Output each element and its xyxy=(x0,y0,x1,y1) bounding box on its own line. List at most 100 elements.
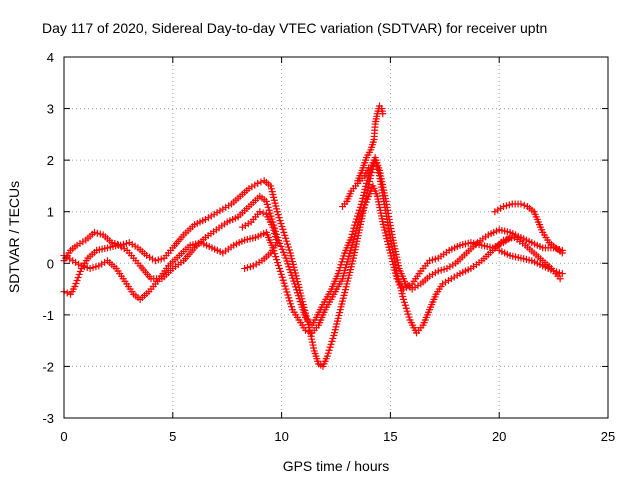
plus-marker xyxy=(273,256,281,264)
plus-marker xyxy=(375,169,383,177)
y-tick-label: 0 xyxy=(47,256,54,271)
plus-marker xyxy=(324,349,332,357)
plus-marker xyxy=(372,159,380,167)
plus-marker xyxy=(366,178,374,186)
plus-marker xyxy=(277,270,285,278)
series-2 xyxy=(60,182,514,337)
y-tick-label: 2 xyxy=(47,153,54,168)
series-6 xyxy=(491,200,566,257)
series-0 xyxy=(60,154,566,329)
series-7 xyxy=(495,246,566,278)
plus-marker xyxy=(281,251,289,259)
plus-marker xyxy=(520,201,528,209)
plot-frame xyxy=(63,56,609,419)
plus-marker xyxy=(325,346,333,354)
plus-marker xyxy=(278,245,286,253)
y-tick-label: 4 xyxy=(47,50,54,65)
plus-marker xyxy=(506,234,514,241)
plus-marker xyxy=(272,232,280,240)
plus-marker xyxy=(401,301,409,309)
plus-marker xyxy=(270,226,278,234)
plus-marker xyxy=(379,110,387,118)
plus-marker xyxy=(279,276,287,284)
plus-marker xyxy=(265,206,273,214)
plus-marker xyxy=(273,208,281,216)
x-axis-label: GPS time / hours xyxy=(283,458,390,474)
plus-marker xyxy=(374,165,382,173)
plus-marker xyxy=(283,237,291,245)
plus-marker xyxy=(71,282,79,290)
plus-marker xyxy=(373,162,381,170)
plus-marker xyxy=(281,231,289,239)
plus-marker xyxy=(76,267,84,275)
plus-marker xyxy=(367,172,375,180)
plus-marker xyxy=(271,229,279,237)
plus-marker xyxy=(278,273,286,281)
plus-marker xyxy=(282,234,290,242)
tick-labels: 0 5 10 15 20 25 -3 -2 -1 0 1 2 3 4 xyxy=(42,50,615,444)
plus-marker xyxy=(256,208,264,216)
y-tick-label: 1 xyxy=(47,205,54,220)
plus-marker xyxy=(405,313,413,321)
plus-marker xyxy=(281,282,289,290)
plus-marker xyxy=(327,340,335,348)
plus-marker xyxy=(356,213,364,221)
plus-marker xyxy=(308,335,316,343)
series-3 xyxy=(238,208,281,272)
plus-marker xyxy=(363,195,371,203)
plus-marker xyxy=(368,169,376,177)
plus-marker xyxy=(404,310,412,318)
plus-marker xyxy=(279,225,287,233)
plus-marker xyxy=(328,337,336,345)
plus-marker xyxy=(334,270,342,278)
y-axis-label: SDTVAR / TECUs xyxy=(6,181,22,293)
data-marks xyxy=(60,102,566,370)
plus-marker xyxy=(400,298,408,306)
x-tick-label: 20 xyxy=(492,429,506,444)
x-tick-label: 10 xyxy=(274,429,288,444)
plus-marker xyxy=(63,289,71,297)
plus-marker xyxy=(362,198,370,206)
plus-marker xyxy=(72,279,80,287)
plus-marker xyxy=(326,343,334,351)
plus-marker xyxy=(284,243,292,251)
x-tick-label: 25 xyxy=(601,429,615,444)
x-tick-label: 0 xyxy=(60,429,67,444)
plus-marker xyxy=(285,246,293,254)
series-1 xyxy=(60,156,564,370)
plus-marker xyxy=(274,261,282,269)
plus-marker xyxy=(365,164,373,172)
plus-marker xyxy=(278,222,286,230)
plus-marker xyxy=(558,249,566,257)
plus-marker xyxy=(75,270,83,278)
y-tick-label: -2 xyxy=(42,359,54,374)
plus-marker xyxy=(517,200,525,208)
plus-marker xyxy=(284,240,292,248)
plus-marker xyxy=(73,276,81,284)
plus-marker xyxy=(285,294,293,302)
plus-marker xyxy=(360,204,368,212)
plus-marker xyxy=(272,236,280,244)
plus-marker xyxy=(308,338,316,346)
plus-marker xyxy=(272,253,280,261)
plus-marker xyxy=(399,295,407,303)
plus-marker xyxy=(277,242,285,250)
y-tick-label: -1 xyxy=(42,308,54,323)
plus-marker xyxy=(263,200,271,208)
plus-marker xyxy=(403,307,411,315)
plus-marker xyxy=(283,288,291,296)
plus-marker xyxy=(302,326,310,334)
plus-marker xyxy=(279,248,287,256)
plus-marker xyxy=(310,344,318,352)
plus-marker xyxy=(286,297,294,305)
plus-marker xyxy=(282,285,290,293)
plus-marker xyxy=(305,328,313,336)
plus-marker xyxy=(558,270,566,278)
plus-marker xyxy=(280,228,288,236)
plus-marker xyxy=(323,352,331,360)
plus-marker xyxy=(288,303,296,311)
plus-marker xyxy=(366,175,374,183)
plus-marker xyxy=(269,223,277,231)
y-tick-label: -3 xyxy=(42,411,54,426)
series-5 xyxy=(339,164,373,211)
